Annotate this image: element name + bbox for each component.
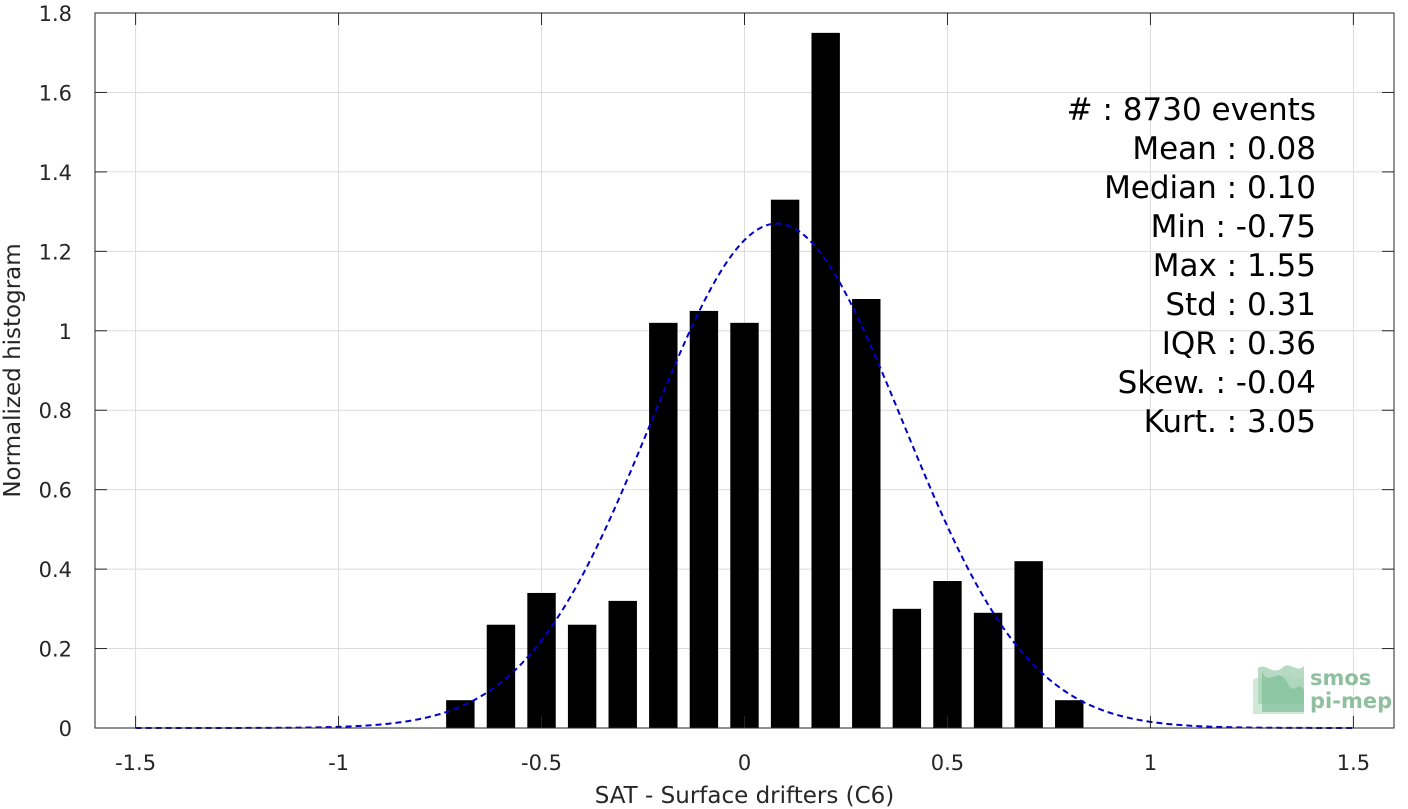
stats-line: Max : 1.55 [1153, 248, 1316, 284]
histogram-bar [608, 600, 637, 728]
y-tick-label: 0.6 [39, 479, 72, 503]
histogram-bar [486, 624, 516, 728]
y-tick-label: 0.8 [39, 399, 72, 423]
histogram-bar [567, 624, 597, 728]
x-tick-label: 1 [1144, 751, 1157, 775]
histogram-bar [446, 700, 475, 728]
stats-line: Skew. : -0.04 [1118, 365, 1316, 401]
histogram-bar [1055, 700, 1084, 728]
stats-line: Kurt. : 3.05 [1144, 404, 1316, 440]
histogram-bar [933, 581, 962, 728]
y-tick-label: 1.4 [39, 161, 72, 185]
y-tick-label: 0.4 [39, 558, 72, 582]
y-tick-label: 1.8 [39, 2, 72, 26]
smos-pimep-logo: smos pi-mep [1253, 665, 1392, 714]
x-tick-label: -1.5 [115, 751, 156, 775]
logo-text-smos: smos [1310, 666, 1371, 690]
stats-line: Mean : 0.08 [1132, 131, 1316, 167]
x-tick-labels: -1.5 -1 -0.5 0 0.5 1 1.5 [115, 751, 1370, 775]
x-tick-label: 0.5 [931, 751, 964, 775]
y-tick-label: 1.2 [39, 240, 72, 264]
logo-text-pimep: pi-mep [1310, 689, 1392, 713]
stats-line: # : 8730 events [1067, 92, 1316, 128]
x-tick-label: 0 [738, 751, 751, 775]
y-tick-labels: 0 0.2 0.4 0.6 0.8 1 1.2 1.4 1.6 1.8 [39, 2, 72, 741]
histogram-bar [527, 592, 556, 728]
stats-line: IQR : 0.36 [1162, 326, 1316, 362]
histogram-bar [973, 612, 1003, 728]
stats-line: Std : 0.31 [1165, 287, 1316, 323]
x-axis-label: SAT - Surface drifters (C6) [595, 783, 895, 809]
y-axis-label: Normalized histogram [0, 243, 26, 497]
y-tick-label: 1 [59, 320, 72, 344]
wave-logo-icon [1253, 665, 1304, 714]
histogram-bars [446, 32, 1084, 729]
y-tick-label: 0.2 [39, 638, 72, 662]
stats-line: Min : -0.75 [1151, 209, 1316, 245]
stats-line: Median : 0.10 [1104, 170, 1316, 206]
histogram-bar [811, 32, 840, 729]
x-tick-label: -1 [328, 751, 349, 775]
histogram-bar [892, 608, 922, 728]
tick-marks [95, 12, 1394, 729]
histogram-bar [649, 322, 678, 728]
histogram-bar [770, 199, 800, 728]
histogram-bar [730, 322, 759, 728]
histogram-bar [852, 299, 881, 728]
histogram-bar [689, 310, 719, 728]
x-tick-label: -0.5 [521, 751, 562, 775]
histogram-bar [1014, 561, 1043, 728]
x-tick-label: 1.5 [1337, 751, 1370, 775]
y-tick-label: 1.6 [39, 81, 72, 105]
y-tick-label: 0 [59, 717, 72, 741]
